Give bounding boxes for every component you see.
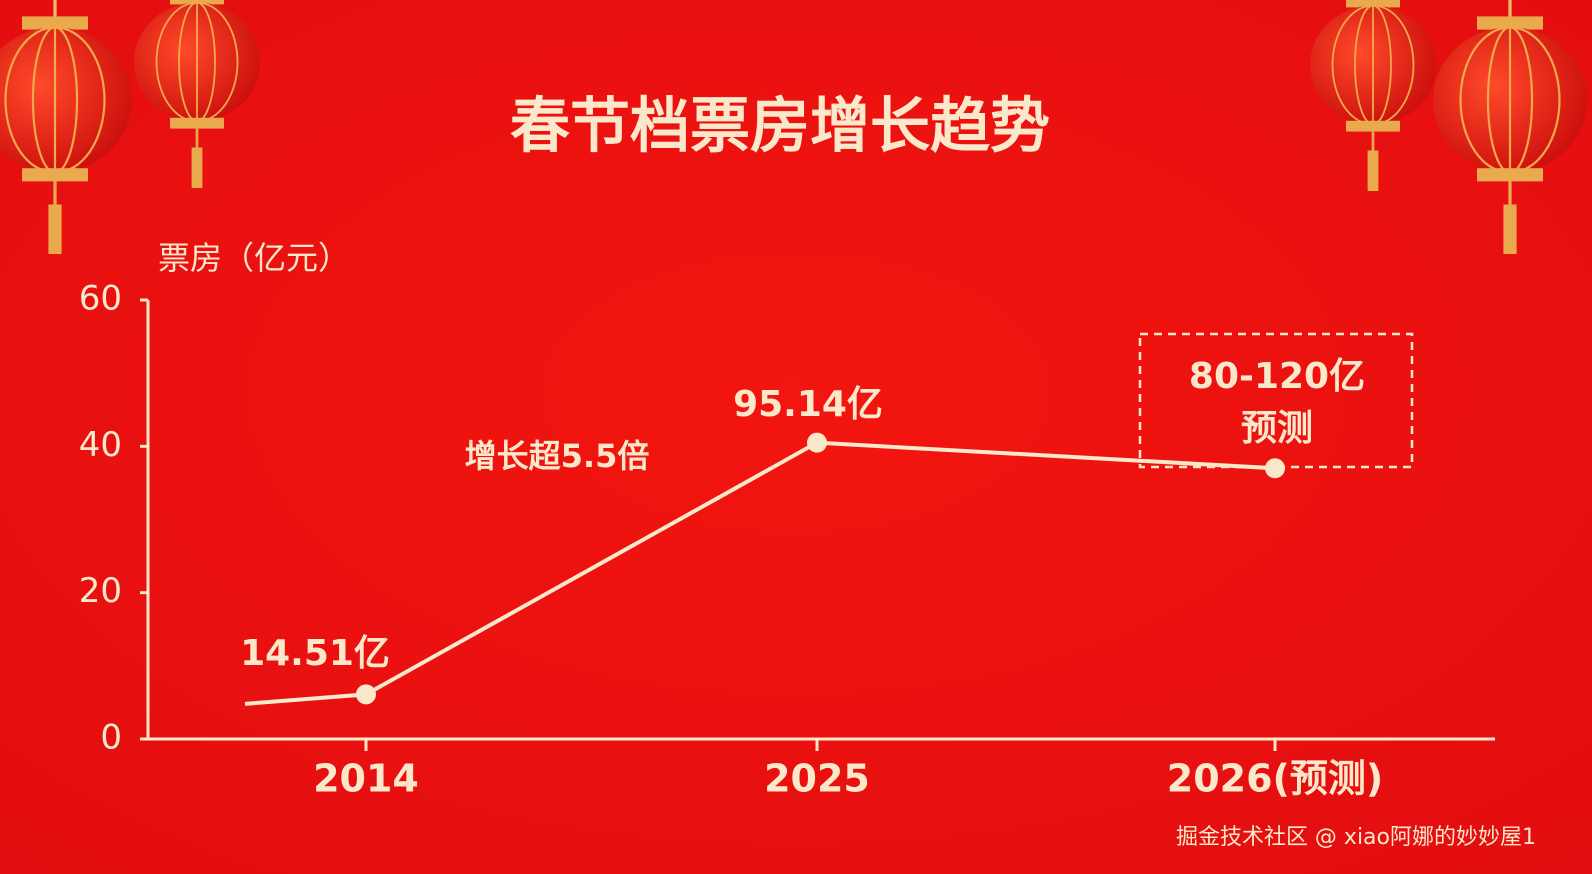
y-tick-label: 0 — [100, 718, 122, 758]
annotation: 95.14亿 — [733, 384, 883, 425]
x-tick-label: 2014 — [313, 757, 419, 801]
y-tick-label: 60 — [79, 279, 122, 319]
x-tick-label: 2026(预测) — [1167, 757, 1384, 801]
data-point — [356, 684, 376, 705]
data-line — [244, 440, 1276, 706]
data-point — [807, 432, 827, 453]
forecast-box — [1138, 332, 1414, 469]
watermark: 掘金技术社区 @ xiao阿娜的妙妙屋1 — [1176, 825, 1536, 850]
y-tick-label: 20 — [79, 571, 122, 611]
annotation: 增长超5.5倍 — [465, 437, 650, 475]
forecast-note: 预测 — [1241, 408, 1313, 449]
y-tick-label: 40 — [79, 425, 122, 465]
chart-title: 春节档票房增长趋势 — [510, 92, 1050, 162]
x-tick-label: 2025 — [764, 757, 870, 801]
data-point — [1265, 458, 1285, 479]
forecast-note: 80-120亿 — [1189, 356, 1365, 397]
annotation: 14.51亿 — [240, 633, 390, 674]
y-axis-title: 票房（亿元） — [158, 239, 350, 277]
